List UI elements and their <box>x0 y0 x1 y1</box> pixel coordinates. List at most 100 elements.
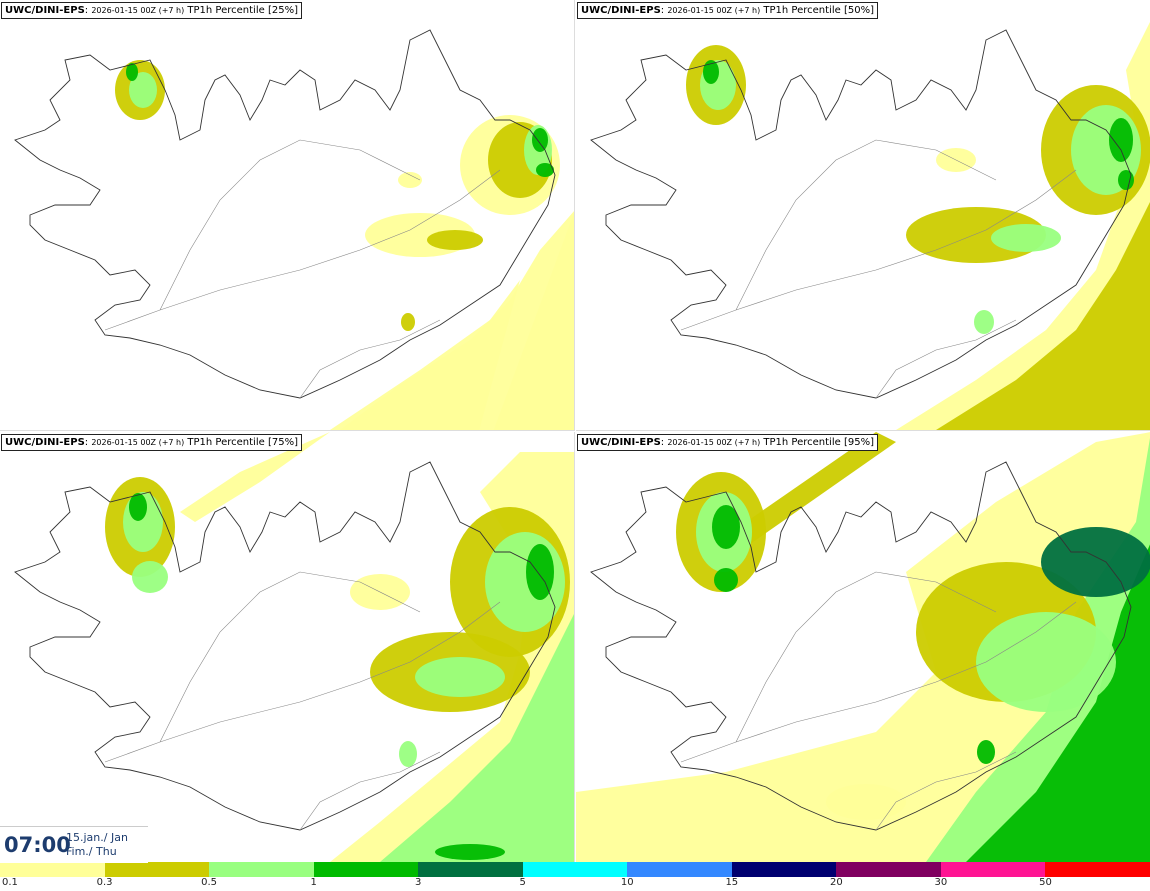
model-name: UWC/DINI-EPS <box>581 437 661 448</box>
road-line <box>875 319 1017 399</box>
color-swatch <box>1045 862 1150 877</box>
color-swatch <box>313 862 419 877</box>
road-line <box>159 139 421 311</box>
valid-date: 15.jan./ Jan Fim./ Thu <box>66 831 128 859</box>
precip-area <box>1118 170 1134 190</box>
color-swatch <box>522 862 628 877</box>
model-name: UWC/DINI-EPS <box>581 5 661 16</box>
precip-area <box>401 313 415 331</box>
color-scale-labels: 0.1 0.3 0.5 1 3 5 10 15 20 30 50 <box>0 877 1150 891</box>
run-time: 2026-01-15 00Z (+7 h) <box>667 6 761 15</box>
scale-label: 0.3 <box>96 877 113 888</box>
coastline <box>14 461 556 831</box>
precip-area <box>132 561 168 593</box>
road-line <box>735 571 997 743</box>
color-swatch <box>836 862 941 877</box>
precip-area <box>126 63 138 81</box>
precip-area <box>936 202 1150 430</box>
road-line <box>104 601 501 763</box>
scale-label: 15 <box>725 877 739 888</box>
precip-area <box>399 741 417 767</box>
precip-area <box>526 544 554 600</box>
precip-area <box>380 614 574 862</box>
scale-label: 3 <box>414 877 422 888</box>
map-panel-p75: UWC/DINI-EPS: 2026-01-15 00Z (+7 h) TP1h… <box>0 432 575 863</box>
precip-area <box>180 432 330 522</box>
precip-area <box>576 432 1150 862</box>
precip-area <box>726 432 896 547</box>
precip-area <box>536 163 554 177</box>
panel-title: UWC/DINI-EPS: 2026-01-15 00Z (+7 h) TP1h… <box>1 2 302 19</box>
map-panel-p95: UWC/DINI-EPS: 2026-01-15 00Z (+7 h) TP1h… <box>576 432 1150 863</box>
run-time: 2026-01-15 00Z (+7 h) <box>91 438 185 447</box>
precip-area <box>435 844 505 860</box>
precip-area <box>712 505 740 549</box>
coastline <box>14 29 556 399</box>
scale-label: 0.1 <box>2 877 18 888</box>
road-line <box>299 319 441 399</box>
coastline <box>590 29 1132 399</box>
color-swatch <box>627 862 732 877</box>
precip-area <box>1109 118 1133 162</box>
panel-title: UWC/DINI-EPS: 2026-01-15 00Z (+7 h) TP1h… <box>577 2 878 19</box>
panel-title: UWC/DINI-EPS: 2026-01-15 00Z (+7 h) TP1h… <box>1 434 302 451</box>
precip-area <box>129 493 147 521</box>
precip-map <box>14 432 574 862</box>
precip-area <box>974 310 994 334</box>
precip-area <box>966 544 1150 862</box>
precip-area <box>976 612 1116 712</box>
precip-area <box>714 568 738 592</box>
valid-time: 07:00 <box>4 833 71 857</box>
precip-map <box>576 432 1150 862</box>
run-time: 2026-01-15 00Z (+7 h) <box>667 438 761 447</box>
precip-area <box>340 211 574 430</box>
precip-map <box>14 29 574 430</box>
precip-map <box>590 22 1150 430</box>
road-line <box>159 571 421 743</box>
precip-area <box>427 230 483 250</box>
precip-area <box>826 784 906 820</box>
precip-area <box>977 740 995 764</box>
field-name: TP1h Percentile [75%] <box>187 437 298 448</box>
coastline <box>590 461 1132 831</box>
field-name: TP1h Percentile [25%] <box>187 5 298 16</box>
scale-label: 20 <box>829 877 843 888</box>
scale-label: 0.5 <box>201 877 218 888</box>
color-swatch <box>0 862 105 877</box>
color-swatch <box>731 862 837 877</box>
color-swatch <box>104 862 210 877</box>
precip-area <box>415 657 505 697</box>
valid-time-box: 07:00 15.jan./ Jan Fim./ Thu <box>0 826 148 863</box>
model-name: UWC/DINI-EPS <box>5 437 85 448</box>
color-swatch <box>209 862 314 877</box>
field-name: TP1h Percentile [95%] <box>763 437 874 448</box>
road-line <box>735 139 997 311</box>
road-line <box>680 169 1077 331</box>
panel-title: UWC/DINI-EPS: 2026-01-15 00Z (+7 h) TP1h… <box>577 434 878 451</box>
map-panel-p25: UWC/DINI-EPS: 2026-01-15 00Z (+7 h) TP1h… <box>0 0 575 431</box>
scale-label: 1 <box>310 877 317 888</box>
road-line <box>299 751 441 831</box>
color-swatch <box>940 862 1046 877</box>
date-line-2: Fim./ Thu <box>66 845 117 858</box>
scale-label: 50 <box>1039 877 1052 888</box>
precip-area <box>129 72 157 108</box>
field-name: TP1h Percentile [50%] <box>763 5 874 16</box>
road-line <box>875 751 1017 831</box>
color-swatch <box>418 862 523 877</box>
map-panel-p50: UWC/DINI-EPS: 2026-01-15 00Z (+7 h) TP1h… <box>576 0 1150 431</box>
precip-area <box>398 172 422 188</box>
color-scale-bar <box>0 862 1150 877</box>
precip-area <box>703 60 719 84</box>
road-line <box>104 169 501 331</box>
model-name: UWC/DINI-EPS <box>5 5 85 16</box>
run-time: 2026-01-15 00Z (+7 h) <box>91 6 185 15</box>
scale-label: 30 <box>934 877 948 888</box>
road-line <box>680 601 1077 763</box>
precip-area <box>532 128 548 152</box>
precip-area <box>991 224 1061 252</box>
precip-area <box>1041 527 1150 597</box>
scale-label: 5 <box>519 877 526 888</box>
date-line-1: 15.jan./ Jan <box>66 831 128 844</box>
scale-label: 10 <box>620 877 634 888</box>
